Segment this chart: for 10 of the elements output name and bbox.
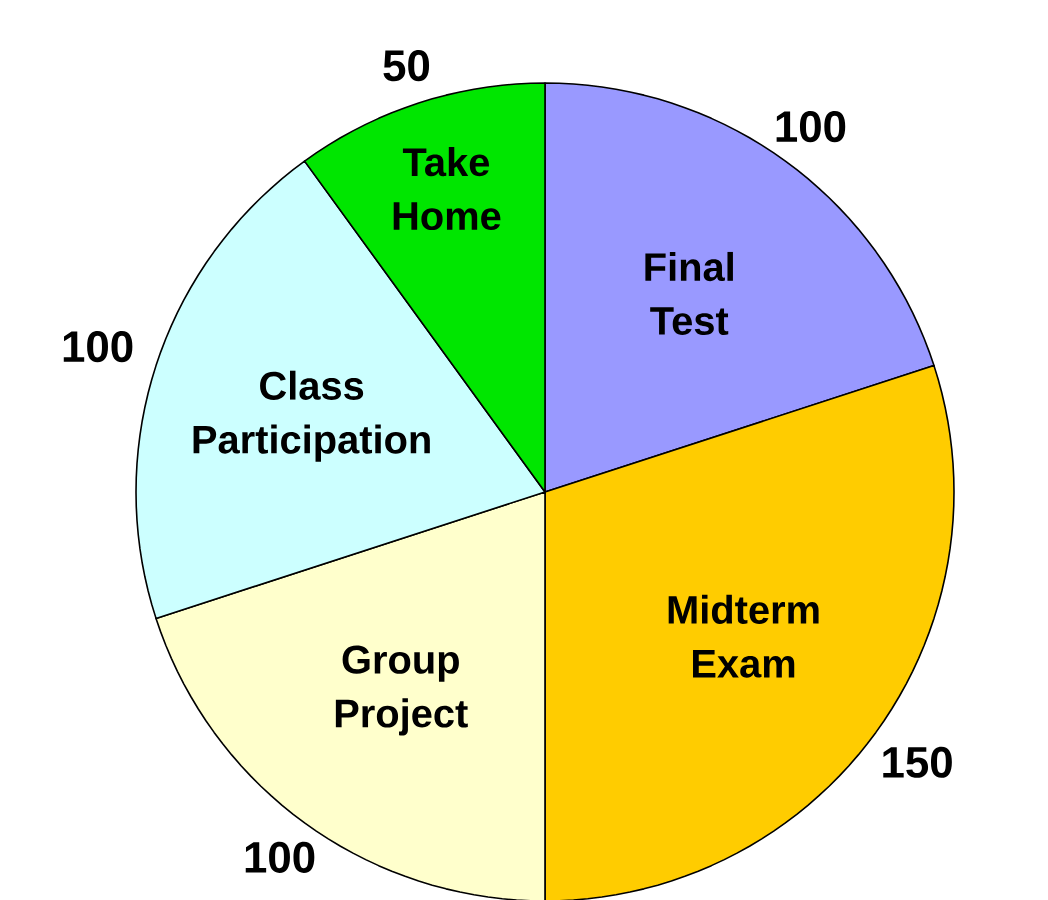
data-label: 100 bbox=[63, 331, 133, 363]
slice-label: Midterm Exam bbox=[668, 594, 819, 678]
data-label: 100 bbox=[776, 111, 846, 143]
slice-label: Group Project bbox=[335, 645, 468, 736]
slice-label: Class Participation bbox=[193, 370, 430, 462]
data-label: 100 bbox=[245, 841, 315, 873]
data-label: 50 bbox=[383, 50, 430, 82]
slice-label: Final Test bbox=[645, 251, 733, 335]
slice-label: Take Home bbox=[393, 147, 501, 231]
data-label: 150 bbox=[883, 746, 952, 778]
